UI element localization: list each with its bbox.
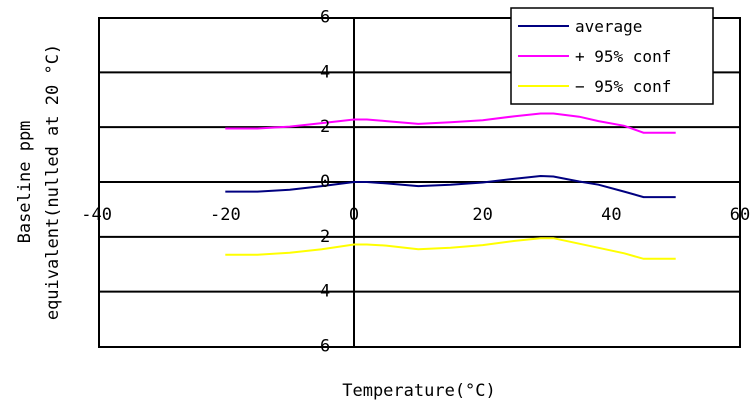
x-tick-label: 20 (472, 205, 492, 225)
x-axis-title: Temperature(°C) (342, 381, 496, 401)
plot-frame (98, 17, 741, 348)
x-tick-label: -40 (81, 205, 112, 225)
y-axis-title-line2: equivalent(nulled at 20 °C) (43, 44, 63, 320)
series-line (225, 174, 676, 199)
x-tick-label: 40 (601, 205, 621, 225)
x-tick-label: 60 (730, 205, 750, 225)
y-tick-label: 2 (320, 117, 330, 137)
y-tick-label: 2 (320, 227, 330, 247)
legend-label: + 95% conf (575, 47, 671, 66)
legend-label: − 95% conf (575, 77, 671, 96)
y-axis-title-line1: Baseline ppm (15, 121, 35, 244)
y-tick-label: 4 (320, 62, 330, 82)
x-tick-label: 0 (349, 205, 359, 225)
legend-label: average (575, 17, 642, 36)
series-line (225, 112, 676, 134)
x-tick-label: -20 (210, 205, 241, 225)
series-lines (225, 112, 676, 260)
y-tick-label: 4 (320, 282, 330, 302)
y-tick-label: 6 (320, 8, 330, 28)
legend: average + 95% conf − 95% conf (510, 7, 714, 105)
y-tick-label: 6 (320, 337, 330, 357)
series-line (225, 237, 676, 260)
y-tick-label: 0 (320, 172, 330, 192)
